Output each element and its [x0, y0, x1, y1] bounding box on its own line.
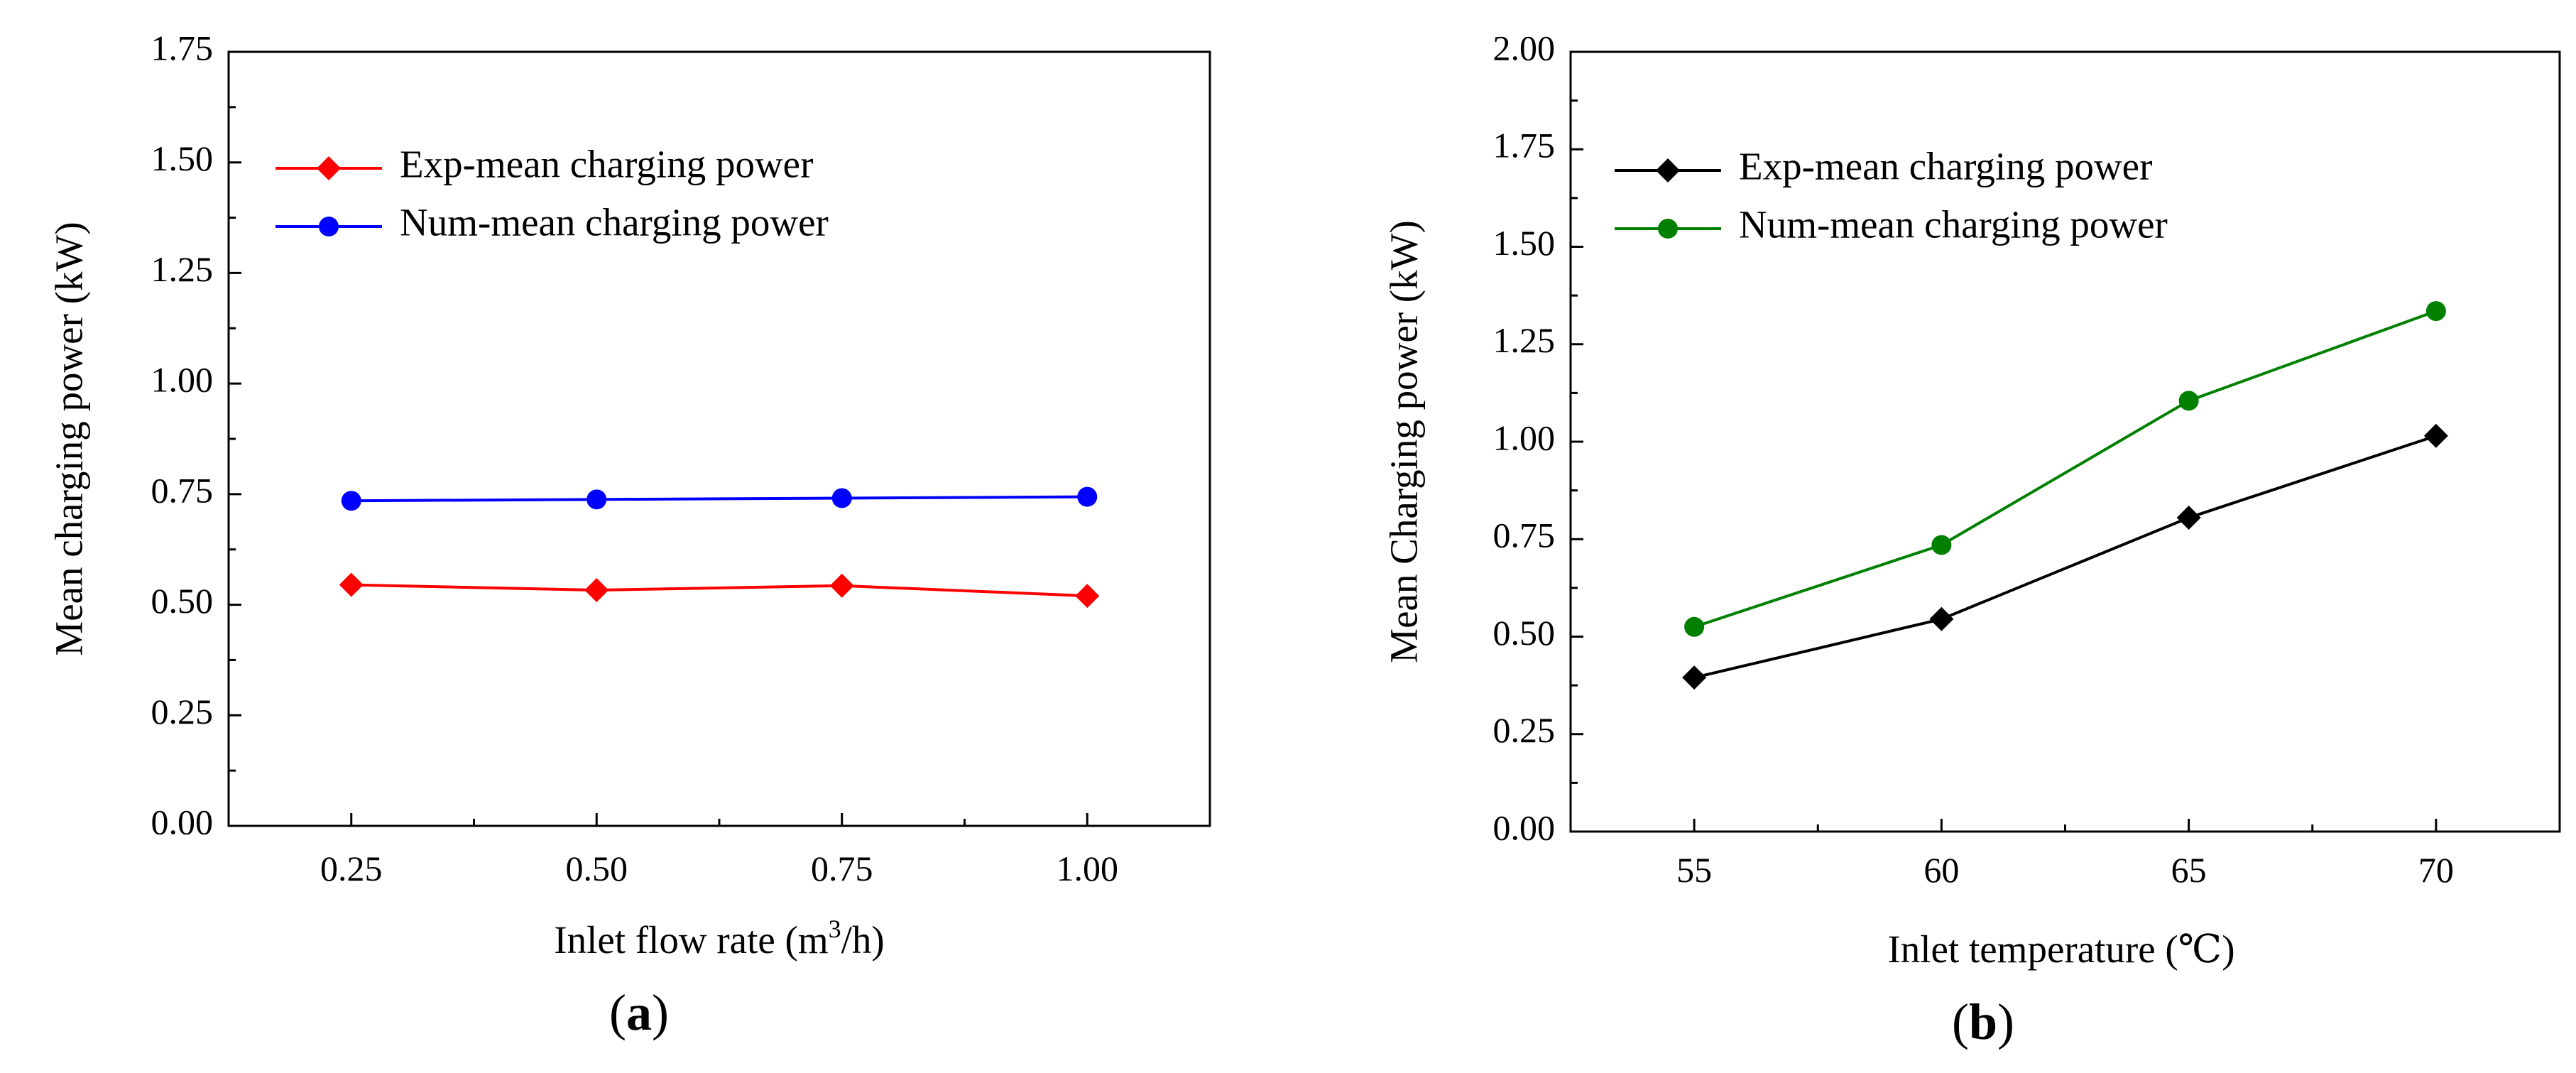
y-tick-label: 1.50 [1493, 223, 1556, 263]
y-tick-label: 0.00 [1493, 807, 1556, 847]
legend-label: Num-mean charging power [1739, 203, 2168, 246]
y-tick-label: 0.50 [151, 581, 214, 621]
y-tick-label: 0.75 [1493, 516, 1556, 555]
series-line [351, 495, 1088, 503]
x-axis-title: Inlet temperature (℃) [1887, 927, 2234, 971]
legend: Exp-mean charging power Num-mean charging… [1615, 145, 2168, 246]
y-tick-label: 1.75 [151, 28, 214, 67]
y-tick-label: 1.25 [151, 249, 214, 289]
series-line [1693, 310, 2437, 628]
series-marks: 0.00 0.25 0.50 0.75 1.00 1.25 1.50 1.75 2.00 55 60… [1493, 28, 2561, 890]
series-marks: 0.00 0.25 0.50 0.75 1.00 1.25 1.50 1.75 0.25 0.50… [151, 28, 1211, 888]
x-tick-label: 0.75 [811, 849, 873, 888]
y-tick-label: 0.75 [151, 470, 214, 510]
y-tick-label: 1.00 [151, 360, 214, 400]
y-tick-label: 1.50 [151, 138, 214, 178]
data-point [2423, 423, 2448, 448]
x-axis-title: Inlet flow rate (m3/h) [554, 915, 884, 962]
legend-marker [319, 217, 339, 236]
y-tick-label: 0.25 [1493, 710, 1556, 750]
data-point [341, 491, 361, 511]
y-axis-title: Mean charging power (kW) [48, 222, 91, 655]
legend: Exp-mean charging power Num-mean charging… [275, 143, 829, 244]
x-tick-label: 55 [1676, 850, 1712, 890]
data-point [1075, 584, 1100, 609]
x-tick-label: 1.00 [1057, 849, 1119, 888]
data-point [1929, 606, 1954, 631]
y-tick-label: 0.25 [151, 692, 214, 731]
data-point [586, 489, 607, 510]
panel-label-a: (a) [609, 984, 669, 1041]
data-point [1684, 616, 1705, 637]
panel-label-b: (b) [1952, 993, 2014, 1050]
data-point [584, 578, 609, 603]
data-point [339, 572, 364, 597]
y-tick-label: 0.50 [1493, 613, 1556, 653]
legend-marker [1658, 219, 1678, 239]
data-point [1682, 665, 1707, 690]
x-tick-label: 65 [2171, 850, 2207, 890]
data-point [1931, 535, 1952, 555]
data-point [1077, 486, 1098, 507]
legend-label: Exp-mean charging power [400, 143, 813, 186]
legend-label: Exp-mean charging power [1739, 145, 2152, 188]
legend-marker [1656, 158, 1680, 183]
data-point [2425, 301, 2446, 322]
y-tick-label: 2.00 [1493, 28, 1556, 67]
chart-panel-b: 0.00 0.25 0.50 0.75 1.00 1.25 1.50 1.75 2.00 55 60… [1382, 28, 2561, 1050]
chart-panel-a: 0.00 0.25 0.50 0.75 1.00 1.25 1.50 1.75 0.25 0.50… [48, 28, 1211, 1041]
data-point [2178, 391, 2199, 411]
data-point [2176, 506, 2201, 530]
data-point [829, 573, 854, 598]
x-tick-label: 60 [1923, 850, 1959, 890]
data-point [831, 488, 852, 508]
x-tick-label: 0.50 [566, 849, 628, 888]
x-tick-label: 70 [2418, 850, 2454, 890]
y-axis-title: Mean Charging power (kW) [1382, 220, 1426, 663]
x-tick-label: 0.25 [320, 849, 383, 888]
y-tick-label: 0.00 [151, 802, 214, 841]
series-line [351, 583, 1088, 598]
legend-marker [317, 156, 341, 180]
y-tick-label: 1.25 [1493, 320, 1556, 360]
y-tick-label: 1.75 [1493, 126, 1556, 165]
series-line [1693, 434, 2437, 680]
y-tick-label: 1.00 [1493, 418, 1556, 457]
legend-label: Num-mean charging power [400, 201, 829, 244]
